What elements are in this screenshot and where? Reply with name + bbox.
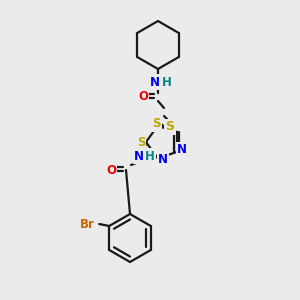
Text: O: O [138,91,148,103]
Text: S: S [152,117,161,130]
Text: S: S [166,121,175,134]
Text: N: N [158,153,168,166]
Text: N: N [134,149,144,163]
Text: N: N [177,143,187,157]
Text: Br: Br [80,218,95,230]
Text: S: S [137,136,145,148]
Text: H: H [145,149,155,163]
Text: H: H [162,76,172,88]
Text: O: O [106,164,116,176]
Text: N: N [150,76,160,88]
